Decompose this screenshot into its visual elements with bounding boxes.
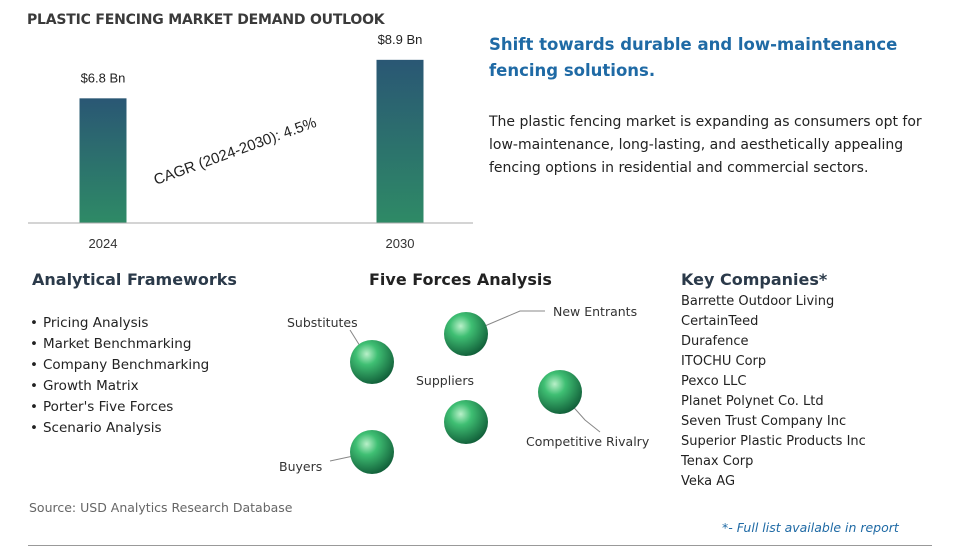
competitive-rivalry-sphere — [538, 370, 582, 414]
bar-2030 — [376, 59, 424, 224]
x-tick-label: 2030 — [386, 236, 415, 251]
company-item: Tenax Corp — [681, 454, 754, 469]
company-item: Durafence — [681, 334, 749, 349]
company-item: CertainTeed — [681, 314, 759, 329]
source-note: Source: USD Analytics Research Database — [29, 500, 293, 515]
company-item: Barrette Outdoor Living — [681, 294, 835, 309]
frameworks-heading: Analytical Frameworks — [32, 270, 237, 289]
suppliers-sphere — [444, 400, 488, 444]
company-item: Veka AG — [681, 474, 736, 489]
bottom-divider — [28, 545, 932, 546]
company-item: Seven Trust Company Inc — [681, 414, 847, 429]
new-entrants-label: New Entrants — [553, 304, 638, 319]
five-forces-heading: Five Forces Analysis — [369, 270, 552, 289]
new-entrants-sphere — [444, 312, 488, 356]
bar-value-label: $6.8 Bn — [81, 70, 126, 85]
framework-item: Growth Matrix — [30, 376, 209, 397]
framework-item: Porter's Five Forces — [30, 397, 209, 418]
full-list-footnote: *- Full list available in report — [722, 520, 899, 535]
buyers-label: Buyers — [279, 459, 323, 474]
framework-item: Company Benchmarking — [30, 355, 209, 376]
x-tick-label: 2024 — [89, 236, 118, 251]
company-item: Planet Polynet Co. Ltd — [681, 394, 824, 409]
framework-item: Scenario Analysis — [30, 418, 209, 439]
companies-list: Barrette Outdoor Living CertainTeed Dura… — [681, 292, 866, 492]
buyers-sphere — [350, 430, 394, 474]
headline: Shift towards durable and low-maintenanc… — [489, 35, 898, 80]
frameworks-list: Pricing Analysis Market Benchmarking Com… — [30, 313, 209, 439]
bar-2024 — [79, 98, 127, 223]
competitive-rivalry-label: Competitive Rivalry — [526, 434, 650, 449]
company-item: Pexco LLC — [681, 374, 747, 389]
company-item: Superior Plastic Products Inc — [681, 434, 866, 449]
framework-item: Pricing Analysis — [30, 313, 209, 334]
companies-heading: Key Companies* — [681, 270, 828, 289]
suppliers-label: Suppliers — [416, 373, 475, 388]
description: The plastic fencing market is expanding … — [489, 114, 922, 176]
substitutes-label: Substitutes — [287, 315, 358, 330]
substitutes-sphere — [350, 340, 394, 384]
chart-title: PLASTIC FENCING MARKET DEMAND OUTLOOK — [27, 12, 385, 28]
bar-value-label: $8.9 Bn — [378, 32, 423, 47]
company-item: ITOCHU Corp — [681, 354, 767, 369]
framework-item: Market Benchmarking — [30, 334, 209, 355]
